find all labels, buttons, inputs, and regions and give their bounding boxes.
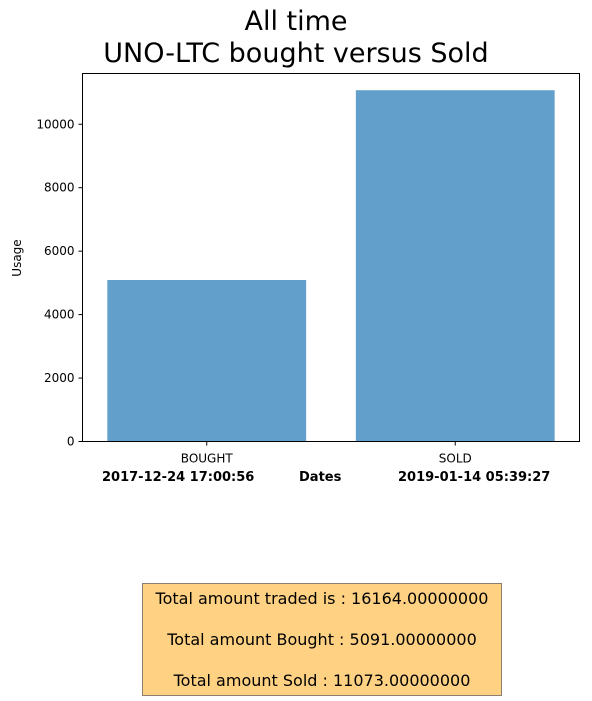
chart-title: All time UNO-LTC bought versus Sold [0, 6, 592, 70]
bar-sold [355, 90, 555, 442]
start-date-label: 2017-12-24 17:00:56 [102, 470, 255, 485]
total-bought-text: Total amount Bought : 5091.00000000 [167, 630, 477, 649]
summary-box: Total amount traded is : 16164.00000000 … [142, 583, 502, 696]
x-tick-label-bought: BOUGHT [181, 452, 234, 466]
dates-label: Dates [299, 470, 342, 485]
x-tick-label-sold: SOLD [439, 452, 472, 466]
plot-frame [82, 73, 580, 442]
bars-group [107, 90, 555, 442]
total-traded-text: Total amount traded is : 16164.00000000 [155, 589, 489, 608]
y-tick-label: 10000 [36, 117, 74, 131]
y-tick-label: 2000 [44, 371, 75, 385]
end-date-label: 2019-01-14 05:39:27 [398, 470, 551, 485]
y-tick-label: 4000 [44, 308, 75, 322]
date-range-row: 2017-12-24 17:00:56 Dates 2019-01-14 05:… [0, 470, 592, 488]
x-axis: BOUGHT SOLD [181, 441, 472, 466]
chart-title-line-2: UNO-LTC bought versus Sold [103, 38, 489, 69]
chart-title-line-1: All time [244, 6, 348, 37]
y-tick-label: 8000 [44, 181, 75, 195]
total-sold-text: Total amount Sold : 11073.00000000 [173, 671, 471, 690]
y-axis-label: Usage [10, 239, 24, 276]
y-tick-label: 0 [67, 435, 75, 449]
y-axis: 0 2000 4000 6000 8000 10000 [36, 117, 83, 449]
bar-bought [107, 279, 307, 442]
y-tick-label: 6000 [44, 244, 75, 258]
